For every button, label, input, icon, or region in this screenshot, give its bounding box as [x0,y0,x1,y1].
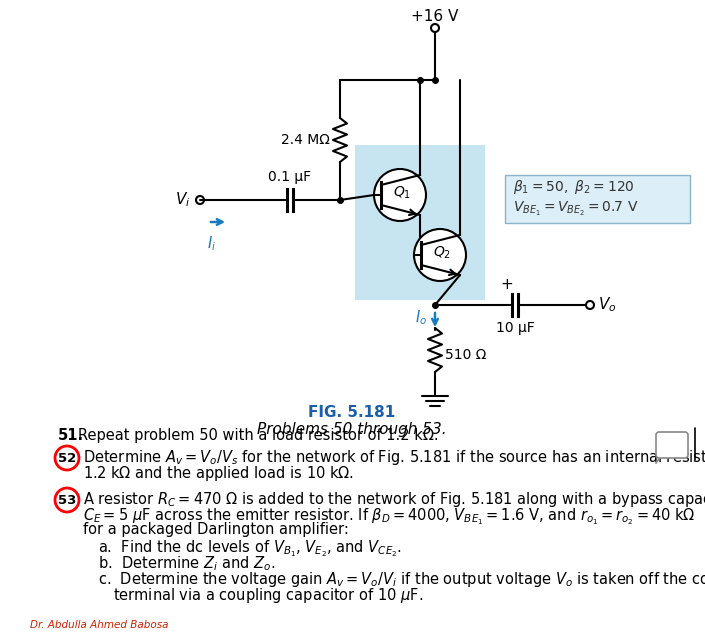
Text: 1.2 k$\Omega$ and the applied load is 10 k$\Omega$.: 1.2 k$\Omega$ and the applied load is 10… [83,464,354,483]
Text: $V_{BE_1} = V_{BE_2} = 0.7$ V: $V_{BE_1} = V_{BE_2} = 0.7$ V [513,200,639,218]
Text: b.  Determine $Z_i$ and $Z_o$.: b. Determine $Z_i$ and $Z_o$. [98,554,276,573]
Text: c.  Determine the voltage gain $A_v = V_o/V_i$ if the output voltage $V_o$ is ta: c. Determine the voltage gain $A_v = V_o… [98,570,705,589]
Bar [505,175,690,223]
Text: $V_i$: $V_i$ [175,191,190,210]
Text: Determine $A_v = V_o/V_s$ for the network of Fig. 5.181 if the source has an int: Determine $A_v = V_o/V_s$ for the networ… [83,448,705,467]
Text: +16 V: +16 V [411,9,459,24]
FancyBboxPatch shape [656,432,688,458]
Text: for a packaged Darlington amplifier:: for a packaged Darlington amplifier: [83,522,349,537]
Text: a.  Find the dc levels of $V_{B_1}$, $V_{E_2}$, and $V_{CE_2}$.: a. Find the dc levels of $V_{B_1}$, $V_{… [98,538,402,559]
Text: $Q_2$: $Q_2$ [433,245,451,261]
Text: 0.1 μF: 0.1 μF [269,170,312,184]
Text: Dr. Abdulla Ahmed Babosa: Dr. Abdulla Ahmed Babosa [30,620,168,630]
Bar [355,145,485,300]
Text: $Q_1$: $Q_1$ [393,185,411,201]
Circle shape [414,229,466,281]
Text: 52: 52 [58,451,76,464]
Text: 51.: 51. [58,428,84,443]
Text: $C_E = 5\ \mu$F across the emitter resistor. If $\beta_D = 4000$, $V_{BE_1} = 1.: $C_E = 5\ \mu$F across the emitter resis… [83,506,695,527]
Text: $V_o$: $V_o$ [598,296,616,314]
Text: 53: 53 [58,493,76,507]
Text: +: + [501,277,513,292]
Text: FIG. 5.181: FIG. 5.181 [308,405,396,420]
Text: $I_i$: $I_i$ [207,234,216,253]
Text: $\beta_1 = 50,\ \beta_2 = 120$: $\beta_1 = 50,\ \beta_2 = 120$ [513,178,634,196]
Text: A resistor $R_C = 470\ \Omega$ is added to the network of Fig. 5.181 along with : A resistor $R_C = 470\ \Omega$ is added … [83,490,705,509]
Text: 10 μF: 10 μF [496,321,534,335]
Text: $I_o$: $I_o$ [415,309,427,327]
Text: Repeat problem 50 with a load resistor of 1.2 kΩ.: Repeat problem 50 with a load resistor o… [78,428,439,443]
Text: terminal via a coupling capacitor of 10 $\mu$F.: terminal via a coupling capacitor of 10 … [113,586,423,605]
Text: 2.4 MΩ: 2.4 MΩ [281,133,330,147]
Text: Problems 50 through 53.: Problems 50 through 53. [257,422,447,437]
Text: 510 Ω: 510 Ω [445,348,486,362]
Circle shape [374,169,426,221]
